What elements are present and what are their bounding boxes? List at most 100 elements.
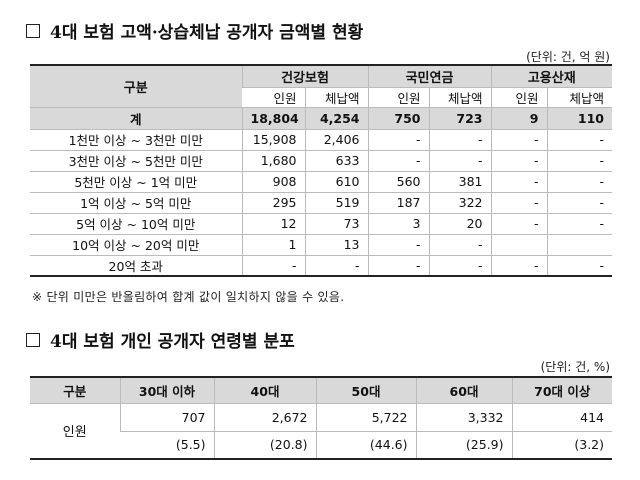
- cell: (20.8): [213, 431, 316, 460]
- cell: -: [490, 171, 547, 193]
- header-cell: 구분: [30, 377, 120, 404]
- cell: 633: [304, 150, 368, 172]
- row-label: 3천만 이상 ~ 5천만 미만: [30, 150, 242, 172]
- rounding-note: ※ 단위 미만은 반올림하여 합계 값이 일치하지 않을 수 있음.: [32, 290, 345, 304]
- cell: -: [490, 213, 547, 235]
- header-national-pension: 국민연금: [367, 65, 491, 88]
- cell: 723: [428, 107, 491, 130]
- age-distribution-table: 구분 30대 이하 40대 50대 60대 70대 이상 인원 707 2,67…: [30, 376, 612, 460]
- header-employment-industrial: 고용산재: [490, 65, 612, 88]
- cell: -: [546, 192, 612, 214]
- header-health-insurance: 건강보험: [241, 65, 368, 88]
- cell: -: [367, 150, 429, 172]
- cell: -: [490, 255, 547, 277]
- cell: -: [428, 255, 491, 277]
- table-row: 5억 이상 ~ 10억 미만 12 73 3 20 - -: [30, 213, 612, 235]
- cell: 187: [367, 192, 429, 214]
- cell: 1,680: [241, 150, 305, 172]
- cell: 295: [241, 192, 305, 214]
- cell: -: [546, 255, 612, 277]
- cell: 15,908: [241, 129, 305, 151]
- cell: -: [367, 255, 429, 277]
- cell: -: [367, 129, 429, 151]
- cell: 73: [304, 213, 368, 235]
- cell: -: [428, 234, 491, 256]
- cell: -: [546, 171, 612, 193]
- cell: 12: [241, 213, 305, 235]
- header-cell: 40대: [213, 377, 316, 404]
- cell: -: [490, 129, 547, 151]
- section1-title-text: 4대 보험 고액·상습체납 공개자 금액별 현황: [50, 23, 364, 43]
- section2-title-text: 4대 보험 개인 공개자 연령별 분포: [50, 332, 295, 352]
- row-label: 5천만 이상 ~ 1억 미만: [30, 171, 242, 193]
- section2-title: 4대 보험 개인 공개자 연령별 분포: [26, 327, 295, 352]
- header-gubun: 구분: [30, 65, 242, 108]
- header-sub: 인원: [242, 86, 305, 108]
- header-sub: 체납액: [546, 86, 612, 108]
- cell: -: [490, 192, 547, 214]
- cell: 560: [367, 171, 429, 193]
- cell: -: [241, 255, 305, 277]
- checkbox-square-icon: [26, 332, 40, 347]
- cell: 1: [241, 234, 305, 256]
- section1-title: 4대 보험 고액·상습체납 공개자 금액별 현황: [26, 18, 363, 43]
- table-row: 1천만 이상 ~ 3천만 미만 15,908 2,406 - - - -: [30, 129, 612, 151]
- cell: (3.2): [511, 431, 612, 460]
- cell: 3,332: [415, 403, 512, 432]
- cell: (25.9): [415, 431, 512, 460]
- table-row: 1억 이상 ~ 5억 미만 295 519 187 322 - -: [30, 192, 612, 214]
- row-label: 1천만 이상 ~ 3천만 미만: [30, 129, 242, 151]
- row-label: 10억 이상 ~ 20억 미만: [30, 234, 242, 256]
- section1-unit: (단위: 건, 억 원): [526, 50, 610, 64]
- cell: 322: [428, 192, 491, 214]
- cell: [490, 234, 547, 256]
- cell: 110: [546, 107, 612, 130]
- cell: -: [367, 234, 429, 256]
- cell: -: [428, 129, 491, 151]
- section2-unit: (단위: 건, %): [540, 360, 610, 374]
- header-sub: 체납액: [428, 86, 491, 108]
- table-row: (5.5) (20.8) (44.6) (25.9) (3.2): [30, 431, 612, 460]
- cell: 3: [367, 213, 429, 235]
- cell: -: [490, 150, 547, 172]
- row-label: 20억 초과: [30, 255, 242, 277]
- header-sub: 체납액: [304, 86, 368, 108]
- cell: 519: [304, 192, 368, 214]
- header-cell: 30대 이하: [119, 377, 214, 404]
- cell: 9: [490, 107, 547, 130]
- header-cell: 70대 이상: [511, 377, 612, 404]
- cell: 610: [304, 171, 368, 193]
- cell: 414: [511, 403, 612, 432]
- row-label: 인원: [30, 403, 120, 460]
- cell: -: [546, 213, 612, 235]
- cell: 4,254: [304, 107, 368, 130]
- table-row: 인원 707 2,672 5,722 3,332 414: [30, 403, 612, 460]
- total-row: 계 18,804 4,254 750 723 9 110: [30, 107, 612, 130]
- cell: 13: [304, 234, 368, 256]
- cell: 18,804: [241, 107, 305, 130]
- cell: (44.6): [315, 431, 416, 460]
- table-row: 3천만 이상 ~ 5천만 미만 1,680 633 - - - -: [30, 150, 612, 172]
- table-row: 10억 이상 ~ 20억 미만 1 13 - -: [30, 234, 612, 256]
- cell: 5,722: [315, 403, 416, 432]
- header-cell: 50대: [315, 377, 416, 404]
- cell: -: [428, 150, 491, 172]
- table-row: 20억 초과 - - - - - -: [30, 255, 612, 277]
- cell: (5.5): [120, 431, 214, 460]
- total-label: 계: [30, 107, 242, 130]
- cell: 750: [367, 107, 429, 130]
- cell: -: [546, 129, 612, 151]
- row-label: 1억 이상 ~ 5억 미만: [30, 192, 242, 214]
- amount-status-table: 구분 건강보험 국민연금 고용산재 인원 체납액 인원 체납액 인원 체납액 계…: [30, 64, 612, 277]
- cell: 908: [241, 171, 305, 193]
- checkbox-square-icon: [26, 23, 40, 38]
- header-cell: 60대: [415, 377, 512, 404]
- cell: 381: [428, 171, 491, 193]
- cell: [546, 234, 612, 256]
- cell: 707: [119, 403, 214, 432]
- cell: -: [546, 150, 612, 172]
- header-sub: 인원: [367, 86, 429, 108]
- cell: -: [304, 255, 368, 277]
- row-label: 5억 이상 ~ 10억 미만: [30, 213, 242, 235]
- cell: 20: [428, 213, 491, 235]
